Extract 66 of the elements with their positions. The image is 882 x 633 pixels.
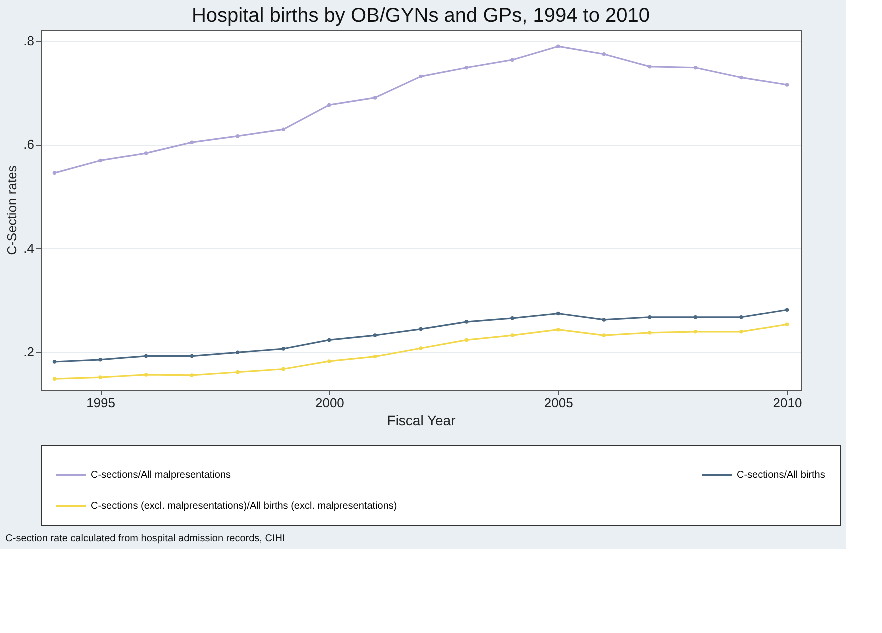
chart-title: Hospital births by OB/GYNs and GPs, 1994 to 2010 — [192, 5, 650, 27]
point — [282, 347, 286, 351]
x-tick-label: 2010 — [773, 396, 802, 410]
point — [694, 330, 698, 334]
point — [464, 338, 469, 342]
y-tick-label: .6 — [24, 137, 34, 152]
point — [98, 158, 102, 163]
point — [602, 334, 606, 338]
point — [419, 346, 423, 350]
point — [694, 316, 698, 320]
point — [373, 354, 378, 359]
point — [328, 360, 332, 364]
point — [602, 52, 606, 56]
x-tick-label: 2005 — [544, 396, 574, 410]
point — [464, 66, 469, 70]
point — [52, 360, 57, 364]
point — [785, 308, 790, 312]
point — [328, 338, 332, 342]
point — [52, 171, 57, 176]
point — [648, 64, 652, 69]
point — [556, 44, 560, 48]
point — [740, 330, 744, 334]
point — [373, 96, 378, 100]
legend-label: C-sections/All births — [737, 470, 826, 481]
point — [144, 373, 148, 377]
y-tick-label: .8 — [24, 33, 34, 48]
y-tick-label: .2 — [24, 344, 34, 360]
point — [328, 103, 332, 108]
y-tick-label: .4 — [24, 240, 34, 256]
point — [740, 316, 744, 320]
point — [419, 327, 423, 332]
point — [785, 322, 790, 327]
point — [190, 354, 194, 358]
point — [740, 76, 744, 80]
point — [236, 134, 240, 138]
x-axis-title: Fiscal Year — [387, 412, 456, 428]
point — [602, 318, 606, 322]
point — [785, 83, 790, 87]
point — [282, 128, 286, 132]
point — [510, 58, 514, 62]
point — [144, 354, 148, 358]
x-tick-label: 2000 — [315, 396, 344, 410]
point — [556, 312, 560, 316]
legend-label: C-sections (excl. malpresentations)/All births (excl. malpresentations) — [91, 501, 398, 512]
point — [464, 320, 469, 324]
point — [373, 334, 378, 338]
point — [190, 140, 194, 144]
y-axis-title: C-Section rates — [4, 165, 20, 256]
point — [282, 367, 286, 372]
point — [98, 358, 102, 362]
point — [190, 374, 194, 378]
point — [98, 376, 102, 380]
point — [510, 334, 514, 338]
point — [236, 370, 240, 374]
point — [510, 316, 514, 320]
point — [694, 66, 698, 70]
point — [236, 350, 240, 355]
point — [648, 316, 652, 320]
point — [144, 152, 148, 156]
x-tick-label: 1995 — [86, 396, 116, 410]
point — [556, 328, 560, 332]
point — [648, 331, 652, 335]
legend-label: C-sections/All malpresentations — [91, 470, 232, 481]
point — [52, 377, 57, 381]
point — [419, 74, 423, 79]
text: C-section rate calculated from hospital admission records, CIHI — [6, 534, 286, 544]
